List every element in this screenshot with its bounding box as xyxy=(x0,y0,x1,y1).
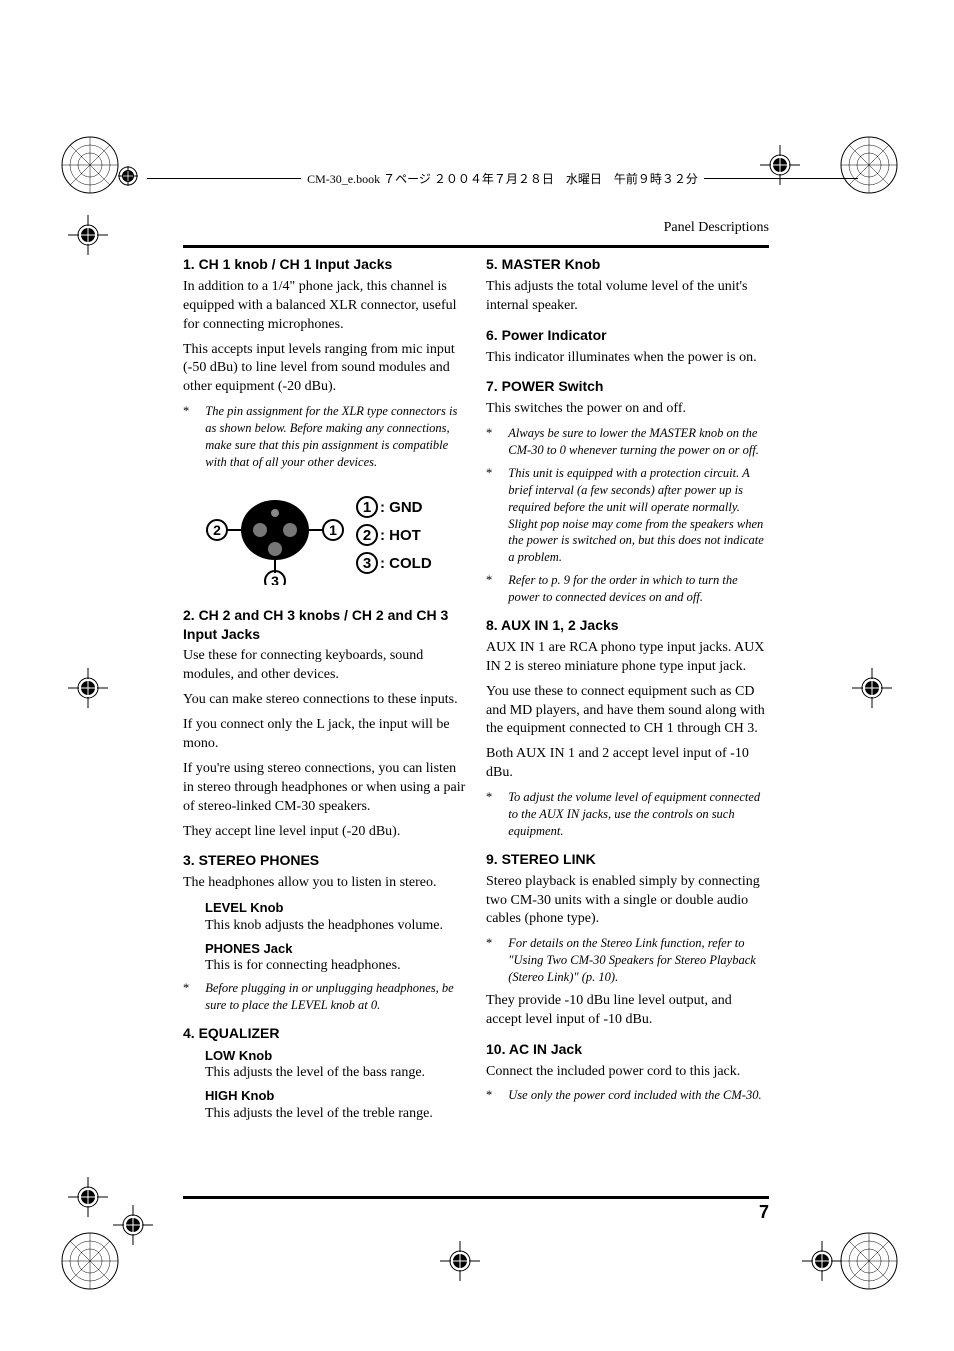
s8-note1: * To adjust the volume level of equipmen… xyxy=(486,789,769,840)
s4-sub1-head: LOW Knob xyxy=(205,1047,466,1065)
s7-note1: * Always be sure to lower the MASTER kno… xyxy=(486,425,769,459)
s1-head: 1. CH 1 knob / CH 1 Input Jacks xyxy=(183,255,466,274)
page-title: Panel Descriptions xyxy=(664,220,769,236)
reg-cross-brc xyxy=(802,1241,842,1281)
pin-3-label: 3 xyxy=(271,573,279,585)
s7-note2: * This unit is equipped with a protectio… xyxy=(486,465,769,566)
reg-cross-ml xyxy=(68,668,108,708)
s10-note1: * Use only the power cord included with … xyxy=(486,1087,769,1104)
note-star-icon: * xyxy=(486,425,492,459)
s3-sub2-body: This is for connecting headphones. xyxy=(205,957,466,976)
s2-head: 2. CH 2 and CH 3 knobs / CH 2 and CH 3 I… xyxy=(183,606,466,644)
s8-p1: AUX IN 1 are RCA phono type input jacks.… xyxy=(486,639,769,677)
reg-cross-bc xyxy=(440,1241,480,1281)
pin-1-label: 1 xyxy=(329,522,337,538)
pin-2-label: 2 xyxy=(213,522,221,538)
s4-head: 4. EQUALIZER xyxy=(183,1024,466,1043)
s5-p1: This adjusts the total volume level of t… xyxy=(486,278,769,316)
s9-head: 9. STEREO LINK xyxy=(486,850,769,869)
corner-rosette-tl xyxy=(60,135,120,195)
s1-p1: In addition to a 1/4" phone jack, this c… xyxy=(183,278,466,335)
note-star-icon: * xyxy=(486,572,492,606)
legend-3-text: : COLD xyxy=(380,555,432,572)
s8-p2: You use these to connect equipment such … xyxy=(486,683,769,740)
s2-p4: If you're using stereo connections, you … xyxy=(183,760,466,817)
s3-sub1-head: LEVEL Knob xyxy=(205,899,466,917)
book-info: CM-30_e.book ７ページ ２００４年７月２８日 水曜日 午前９時３２分 xyxy=(307,170,698,187)
xlr-pin-diagram: 1 2 3 1 : GND 2 : HOT 3 : COLD xyxy=(205,485,466,592)
reg-cross-tl xyxy=(68,215,108,255)
s6-p1: This indicator illuminates when the powe… xyxy=(486,349,769,368)
s1-note1: * The pin assignment for the XLR type co… xyxy=(183,403,466,471)
s1-p2: This accepts input levels ranging from m… xyxy=(183,341,466,398)
s2-p3: If you connect only the L jack, the inpu… xyxy=(183,716,466,754)
legend-2-text: : HOT xyxy=(380,527,421,544)
corner-rosette-br xyxy=(839,1231,899,1291)
s3-head: 3. STEREO PHONES xyxy=(183,851,466,870)
s10-p1: Connect the included power cord to this … xyxy=(486,1063,769,1082)
legend-1-num: 1 xyxy=(363,499,371,516)
legend-3-num: 3 xyxy=(363,555,371,572)
s4-sub1-body: This adjusts the level of the bass range… xyxy=(205,1064,466,1083)
s6-head: 6. Power Indicator xyxy=(486,326,769,345)
s3-sub2-head: PHONES Jack xyxy=(205,940,466,958)
s8-p3: Both AUX IN 1 and 2 accept level input o… xyxy=(486,745,769,783)
s8-head: 8. AUX IN 1, 2 Jacks xyxy=(486,616,769,635)
note-star-icon: * xyxy=(486,789,492,840)
s7-note3: * Refer to p. 9 for the order in which t… xyxy=(486,572,769,606)
note-star-icon: * xyxy=(183,403,189,471)
content-area: 1. CH 1 knob / CH 1 Input Jacks In addit… xyxy=(183,245,769,1191)
reg-cross-blc xyxy=(113,1205,153,1245)
s7-p1: This switches the power on and off. xyxy=(486,400,769,419)
note-star-icon: * xyxy=(486,465,492,566)
s7-head: 7. POWER Switch xyxy=(486,377,769,396)
s2-p1: Use these for connecting keyboards, soun… xyxy=(183,647,466,685)
s9-p2: They provide -10 dBu line level output, … xyxy=(486,992,769,1030)
corner-rosette-bl xyxy=(60,1231,120,1291)
s3-sub1-body: This knob adjusts the headphones volume. xyxy=(205,917,466,936)
legend-1-text: : GND xyxy=(380,499,423,516)
s2-p2: You can make stereo connections to these… xyxy=(183,691,466,710)
legend-2-num: 2 xyxy=(363,527,371,544)
reg-cross-bl xyxy=(68,1177,108,1217)
s2-p5: They accept line level input (-20 dBu). xyxy=(183,823,466,842)
note-star-icon: * xyxy=(486,935,492,986)
reg-cross-mr xyxy=(852,668,892,708)
s3-p1: The headphones allow you to listen in st… xyxy=(183,874,466,893)
note-star-icon: * xyxy=(183,980,189,1014)
book-spine-icon xyxy=(115,163,141,193)
footer-rule xyxy=(183,1196,769,1199)
note-star-icon: * xyxy=(486,1087,492,1104)
s4-sub2-body: This adjusts the level of the treble ran… xyxy=(205,1105,466,1124)
s5-head: 5. MASTER Knob xyxy=(486,255,769,274)
page-number: 7 xyxy=(759,1202,769,1223)
header-line: CM-30_e.book ７ページ ２００４年７月２８日 水曜日 午前９時３２分 xyxy=(115,163,864,193)
right-column: 5. MASTER Knob This adjusts the total vo… xyxy=(486,245,769,1191)
s4-sub2-head: HIGH Knob xyxy=(205,1087,466,1105)
s9-note1: * For details on the Stereo Link functio… xyxy=(486,935,769,986)
s3-note1: * Before plugging in or unplugging headp… xyxy=(183,980,466,1014)
s10-head: 10. AC IN Jack xyxy=(486,1040,769,1059)
s9-p1: Stereo playback is enabled simply by con… xyxy=(486,873,769,930)
left-column: 1. CH 1 knob / CH 1 Input Jacks In addit… xyxy=(183,245,466,1191)
